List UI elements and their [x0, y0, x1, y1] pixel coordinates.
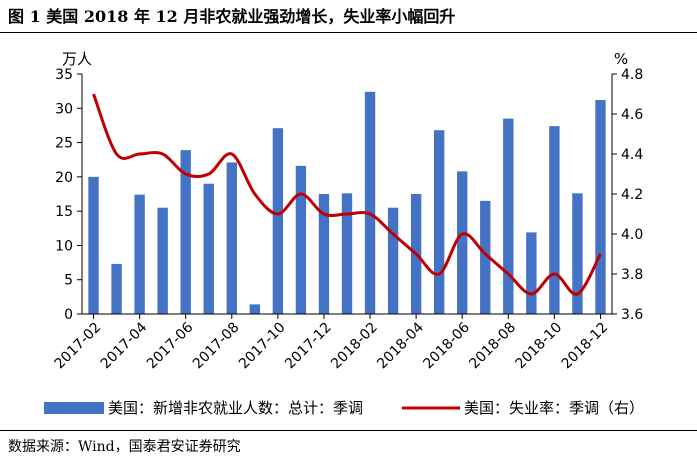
- x-tick-label: 2017-02: [52, 320, 105, 373]
- bar: [387, 207, 399, 314]
- source-rule: [0, 430, 697, 431]
- bar: [480, 200, 491, 314]
- source-note: 数据来源：Wind，国泰君安证券研究: [8, 439, 241, 455]
- bar: [88, 176, 99, 314]
- legend: 美国：新增非农就业人数：总计：季调 美国：失业率：季调（右）: [44, 399, 644, 417]
- left-tick-label: 30: [55, 101, 73, 117]
- right-tick-label: 3.8: [621, 267, 643, 283]
- bar: [203, 183, 214, 314]
- x-tick-label: 2017-06: [144, 319, 197, 372]
- bar: [134, 194, 145, 314]
- bar: [226, 162, 237, 314]
- line-series: [92, 93, 602, 296]
- legend-label-line: 美国：失业率：季调（右）: [464, 399, 644, 417]
- left-y-axis: 0 5 10 15 20 25 30 35: [55, 67, 83, 323]
- x-tick-label: 2018-06: [420, 319, 473, 372]
- left-tick-label: 0: [64, 307, 73, 323]
- x-tick-label: 2018-08: [466, 320, 519, 373]
- right-axis-unit: %: [614, 50, 628, 68]
- left-tick-label: 15: [55, 204, 73, 220]
- x-tick-label: 2018-12: [559, 320, 612, 373]
- bar-series: [88, 91, 606, 314]
- x-tick-label: 2017-04: [98, 319, 151, 372]
- right-tick-label: 4.0: [621, 227, 643, 243]
- bar: [572, 193, 583, 314]
- right-tick-label: 4.6: [621, 107, 643, 123]
- left-tick-label: 10: [55, 238, 73, 254]
- bar: [249, 304, 261, 314]
- bar: [364, 91, 376, 314]
- left-tick-label: 35: [55, 67, 73, 83]
- right-tick-label: 4.2: [621, 187, 643, 203]
- right-tick-label: 4.8: [621, 67, 643, 83]
- title-rule: [0, 32, 697, 33]
- right-y-axis: 3.6 3.8 4.0 4.2 4.4 4.6 4.8: [611, 67, 643, 323]
- x-tick-label: 2018-02: [328, 320, 381, 373]
- bar: [180, 150, 191, 314]
- unemployment-rate-line: [92, 93, 602, 296]
- x-tick-label: 2018-04: [374, 319, 427, 372]
- left-axis-unit: 万人: [62, 50, 92, 68]
- left-tick-label: 25: [55, 136, 73, 152]
- legend-label-bars: 美国：新增非农就业人数：总计：季调: [108, 399, 363, 417]
- x-tick-label: 2018-10: [513, 320, 566, 373]
- left-tick-label: 5: [64, 273, 73, 289]
- bar: [318, 194, 330, 314]
- bar: [341, 193, 353, 314]
- bar: [549, 126, 560, 314]
- bar: [503, 118, 514, 314]
- bar: [272, 128, 284, 314]
- bar: [457, 171, 468, 314]
- left-tick-label: 20: [55, 170, 73, 186]
- right-tick-label: 4.4: [621, 147, 643, 163]
- bar: [295, 165, 307, 314]
- right-tick-label: 3.6: [621, 307, 643, 323]
- bar: [526, 232, 537, 314]
- legend-swatch-bars: [44, 402, 104, 414]
- figure-title: 图 1 美国 2018 年 12 月非农就业强劲增长，失业率小幅回升: [8, 7, 456, 26]
- x-tick-label: 2017-08: [190, 320, 243, 373]
- bar: [433, 130, 445, 314]
- x-tick-label: 2017-12: [282, 320, 335, 373]
- bar: [111, 263, 122, 314]
- bar: [157, 207, 168, 314]
- x-tick-label: 2017-10: [236, 320, 289, 373]
- x-axis: 2017-022017-042017-062017-082017-102017-…: [52, 313, 612, 373]
- bar: [595, 100, 606, 314]
